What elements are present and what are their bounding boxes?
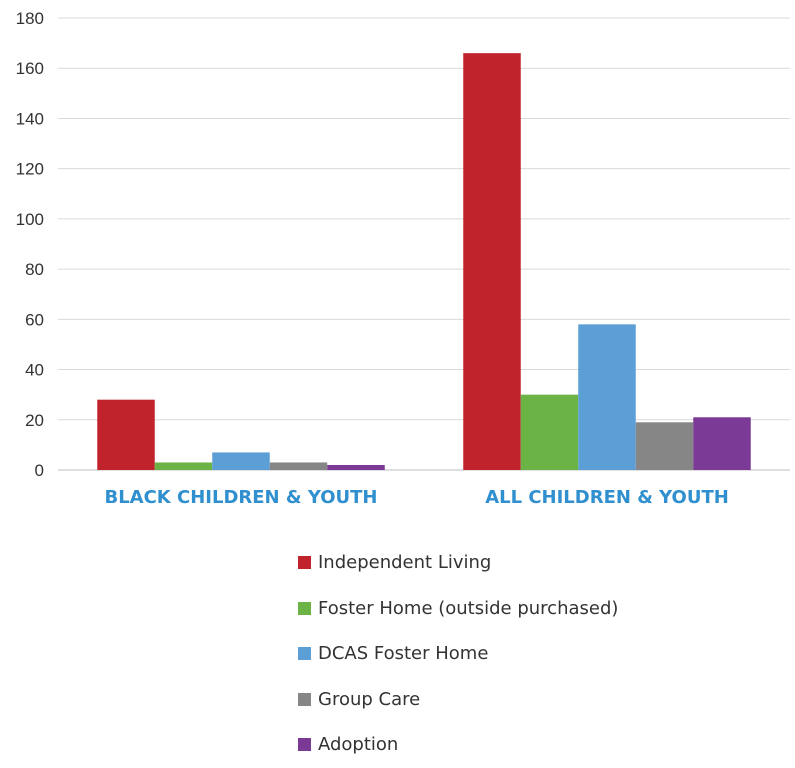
- bars: [97, 53, 751, 471]
- bar-dcas-foster-home-2: [578, 324, 636, 470]
- y-tick-label: 20: [25, 411, 44, 430]
- bar-adoption-2: [693, 417, 751, 470]
- legend-label: Independent Living: [318, 552, 492, 574]
- legend-item: Adoption: [298, 722, 618, 768]
- legend-swatch: [298, 647, 311, 661]
- legend-label: Adoption: [318, 734, 399, 756]
- y-tick-label: 60: [25, 310, 44, 329]
- bar-chart: 0 20 40 60 80 100 120 140 160 180 BLACK CHILDREN …: [16, 9, 790, 508]
- y-tick-label: 120: [16, 160, 44, 179]
- bar-foster-home-outside-purchased-1: [154, 462, 213, 470]
- legend-item: Foster Home (outside purchased): [298, 586, 618, 632]
- category-label: BLACK CHILDREN & YOUTH: [104, 487, 377, 508]
- legend-item: DCAS Foster Home: [298, 631, 618, 677]
- bar-independent-living-2: [463, 53, 521, 471]
- bar-dcas-foster-home-1: [212, 452, 270, 470]
- legend-label: Foster Home (outside purchased): [318, 597, 619, 619]
- category-label: ALL CHILDREN & YOUTH: [485, 487, 729, 508]
- legend-swatch: [298, 556, 311, 570]
- y-tick-label: 40: [25, 361, 44, 380]
- legend-label: DCAS Foster Home: [318, 643, 489, 665]
- legend-swatch: [298, 601, 311, 615]
- y-tick-label: 100: [16, 210, 44, 229]
- bar-group-care-1: [269, 462, 328, 470]
- bar-foster-home-outside-purchased-2: [520, 394, 579, 470]
- bar-independent-living-1: [97, 399, 155, 470]
- legend: Independent Living Foster Home (outside p…: [298, 540, 618, 768]
- category-labels: BLACK CHILDREN & YOUTH ALL CHILDREN & YOU…: [104, 487, 728, 508]
- legend-label: Group Care: [318, 688, 421, 710]
- bar-adoption-1: [327, 464, 385, 470]
- y-tick-label: 0: [35, 461, 44, 480]
- gridlines: [58, 17, 790, 471]
- legend-swatch: [298, 738, 311, 752]
- legend-item: Group Care: [298, 677, 618, 723]
- legend-swatch: [298, 692, 311, 706]
- y-tick-label: 180: [16, 9, 44, 28]
- y-tick-label: 160: [16, 59, 44, 78]
- y-tick-label: 80: [25, 260, 44, 279]
- y-tick-label: 140: [16, 109, 44, 128]
- legend-item: Independent Living: [298, 540, 618, 586]
- bar-group-care-2: [635, 422, 694, 470]
- y-axis-ticks: 0 20 40 60 80 100 120 140 160 180: [16, 9, 44, 480]
